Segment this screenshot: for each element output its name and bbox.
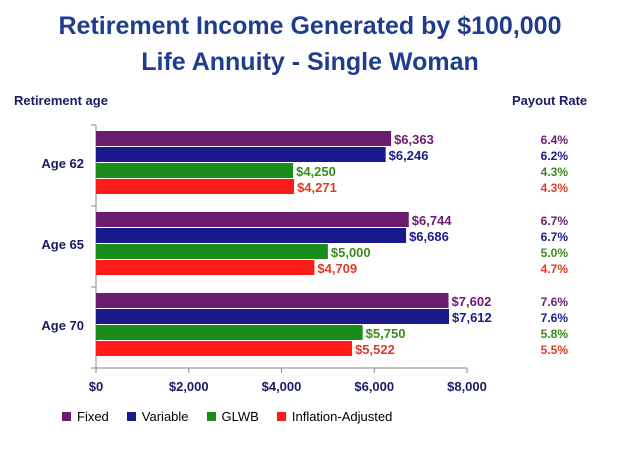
value-label-fixed-age-62: $6,363 [394,132,434,147]
legend-item-fixed: Fixed [62,409,109,424]
legend-item-variable: Variable [126,409,189,424]
payout-rate-variable-age-62: 6.2% [541,149,569,163]
bar-inflation-adjusted-age-62 [96,179,295,194]
y-axis-label: Retirement age [14,93,108,108]
value-label-glwb-age-65: $5,000 [331,245,371,260]
payout-rate-inflation-adjusted-age-70: 5.5% [541,343,569,357]
value-label-inflation-adjusted-age-65: $4,709 [317,261,357,276]
legend: Fixed Variable GLWB Inflation-Adjusted [62,409,392,424]
legend-item-inflation-adjusted: Inflation-Adjusted [276,409,393,424]
value-label-glwb-age-62: $4,250 [296,164,336,179]
value-label-variable-age-65: $6,686 [409,229,449,244]
bar-variable-age-70 [96,309,450,324]
payout-rate-fixed-age-65: 6.7% [541,214,569,228]
value-label-variable-age-62: $6,246 [389,148,429,163]
x-tick-label: $4,000 [262,379,302,394]
payout-rate-variable-age-65: 6.7% [541,230,569,244]
payout-rate-inflation-adjusted-age-65: 4.7% [541,262,569,276]
category-label-age-65: Age 65 [41,237,84,252]
bar-fixed-age-70 [96,293,449,308]
legend-label-fixed: Fixed [77,409,109,424]
payout-rate-inflation-adjusted-age-62: 4.3% [541,181,569,195]
payout-rate-header: Payout Rate [512,93,588,108]
value-label-inflation-adjusted-age-62: $4,271 [297,180,337,195]
value-label-inflation-adjusted-age-70: $5,522 [355,342,395,357]
bar-variable-age-62 [96,147,386,162]
bar-inflation-adjusted-age-70 [96,341,353,356]
bar-fixed-age-65 [96,212,409,227]
legend-label-glwb: GLWB [221,409,259,424]
payout-rate-variable-age-70: 7.6% [541,311,569,325]
category-label-age-70: Age 70 [41,318,84,333]
bar-variable-age-65 [96,228,407,243]
value-label-variable-age-70: $7,612 [452,310,492,325]
legend-label-inflation-adjusted: Inflation-Adjusted [291,409,393,424]
value-label-glwb-age-70: $5,750 [366,326,406,341]
bar-glwb-age-65 [96,244,328,259]
x-tick-label: $6,000 [354,379,394,394]
bar-fixed-age-62 [96,131,392,146]
x-tick-label: $2,000 [169,379,209,394]
payout-rate-fixed-age-70: 7.6% [541,295,569,309]
bar-glwb-age-62 [96,163,294,178]
category-label-age-62: Age 62 [41,156,84,171]
payout-rate-glwb-age-62: 4.3% [541,165,569,179]
legend-label-variable: Variable [141,409,189,424]
legend-swatch-variable [126,412,136,421]
legend-swatch-fixed [62,412,71,421]
bar-inflation-adjusted-age-65 [96,260,315,275]
chart-subtitle: Life Annuity - Single Woman [141,48,479,76]
x-tick-label: $0 [89,379,103,394]
value-label-fixed-age-70: $7,602 [452,294,492,309]
bar-glwb-age-70 [96,325,363,340]
legend-item-glwb: GLWB [206,409,259,424]
legend-swatch-glwb [206,412,216,421]
value-label-fixed-age-65: $6,744 [412,213,453,228]
x-tick-label: $8,000 [447,379,487,394]
payout-rate-glwb-age-70: 5.8% [541,327,569,341]
payout-rate-fixed-age-62: 6.4% [541,133,569,147]
chart-title: Retirement Income Generated by $100,000 [58,12,562,40]
legend-swatch-inflation-adjusted [276,412,286,421]
payout-rate-glwb-age-65: 5.0% [541,246,569,260]
